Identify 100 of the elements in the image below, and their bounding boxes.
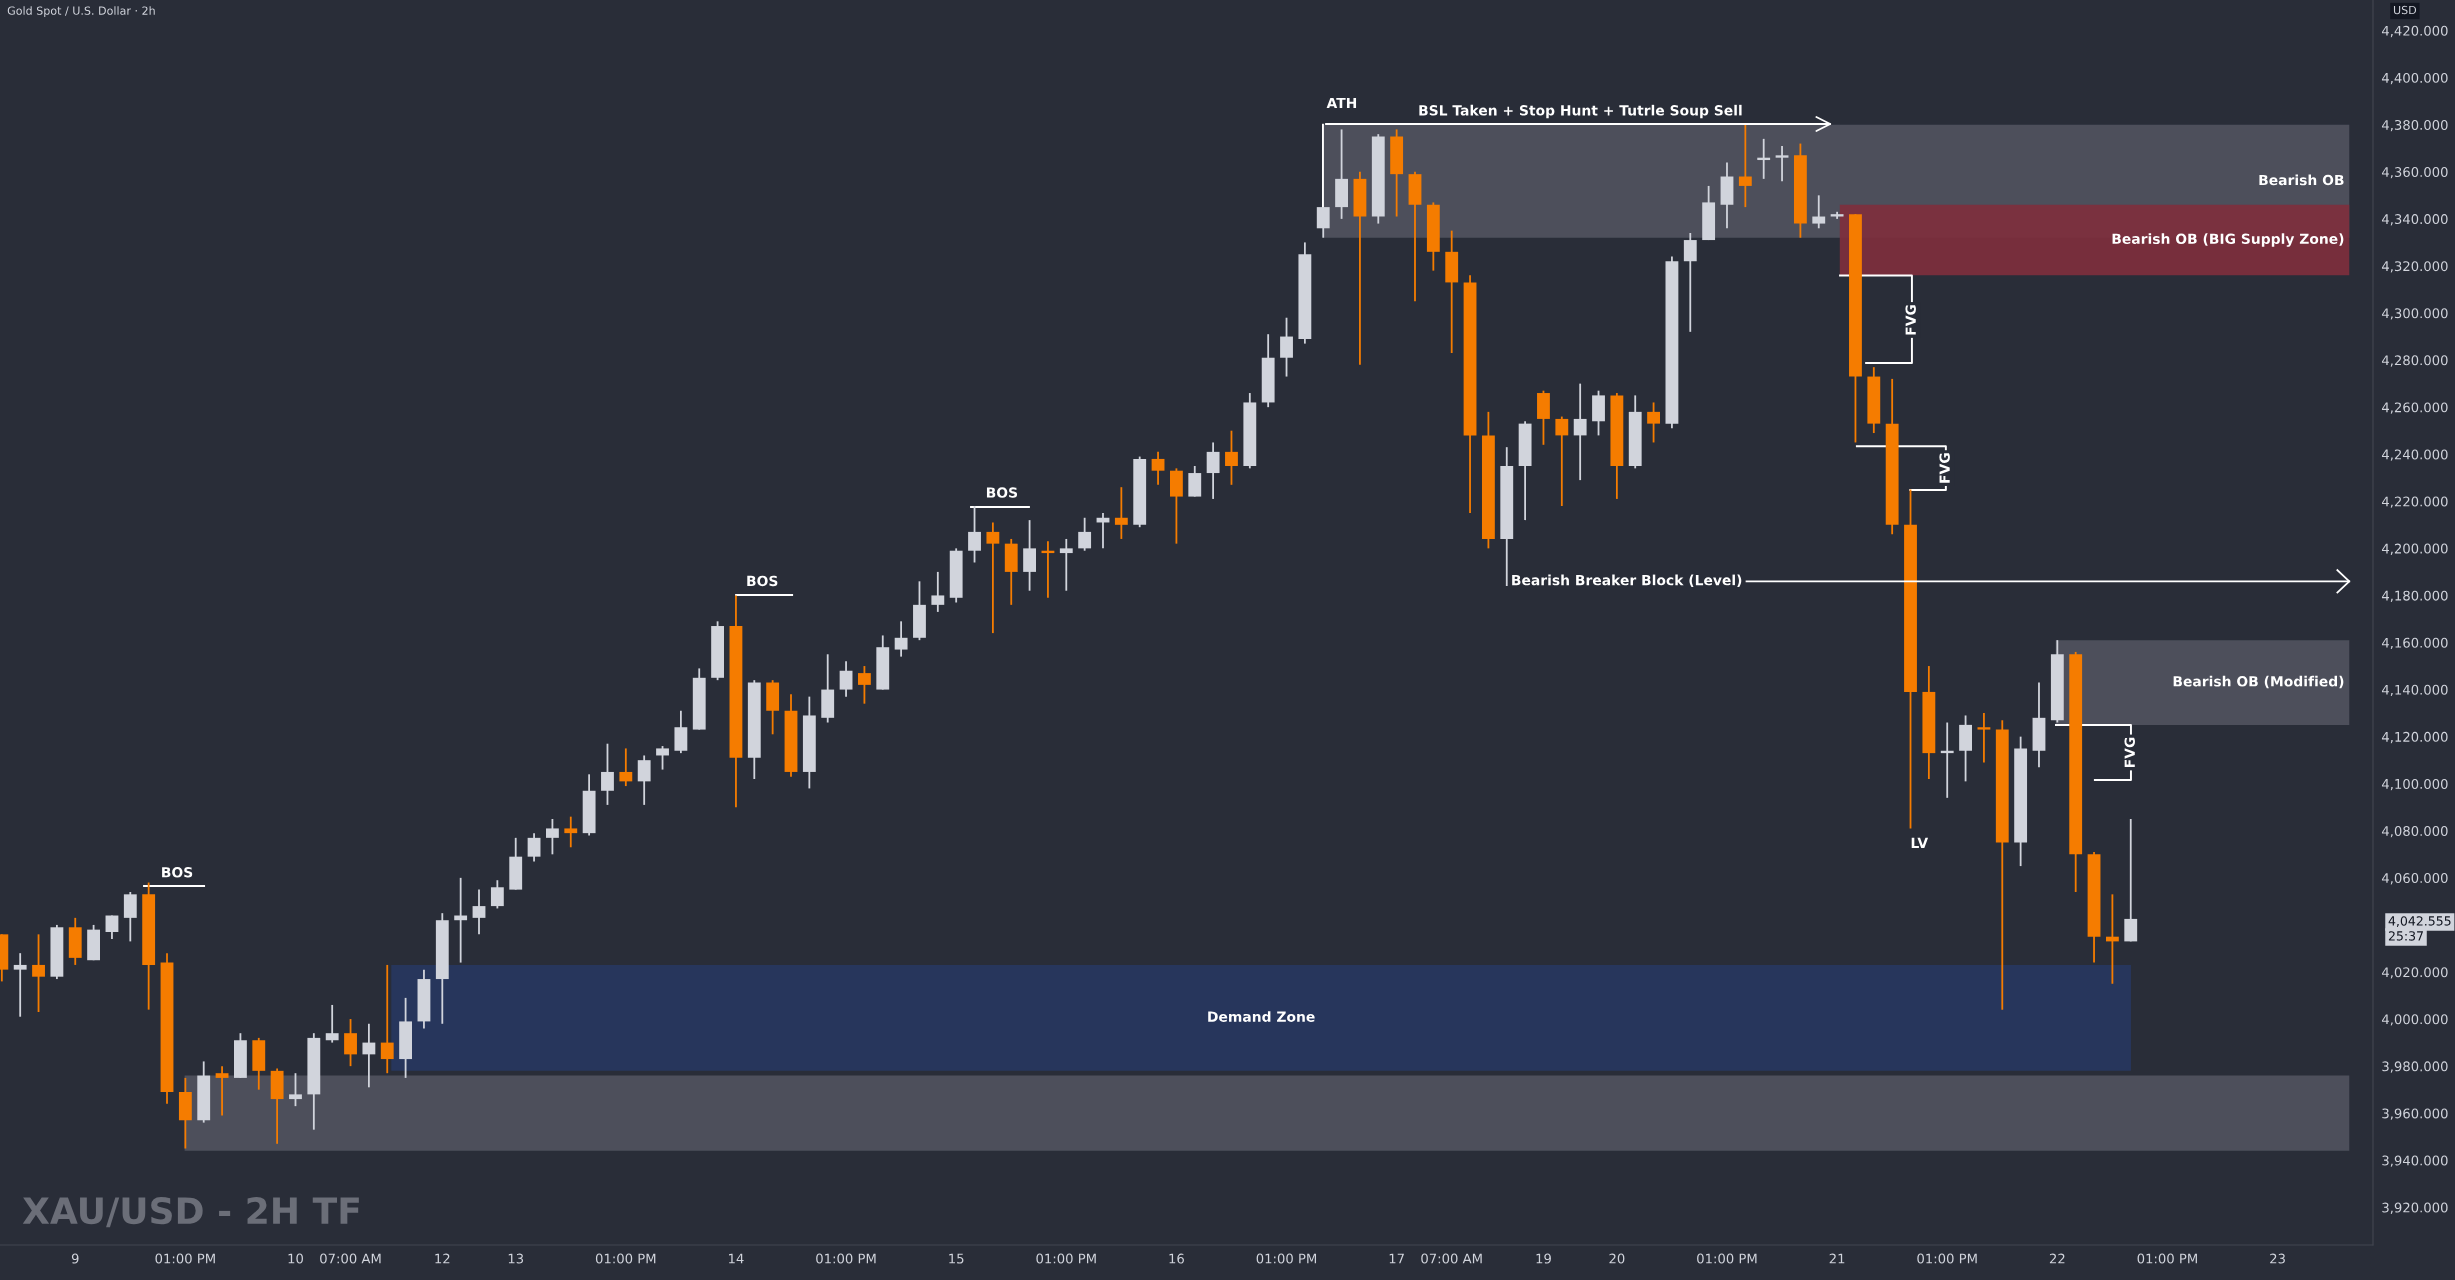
x-tick-label: 07:00 AM [1421, 1253, 1482, 1264]
candlestick [13, 952, 27, 1018]
x-tick-label: 22 [2049, 1253, 2065, 1264]
annotation: FVG [1939, 453, 1950, 483]
candlestick [1812, 194, 1826, 230]
y-tick-label: 3,940.000 [2382, 1155, 2448, 1167]
y-tick-label: 4,280.000 [2381, 355, 2448, 367]
annotation: FVG [1905, 305, 1916, 335]
candlestick [1738, 123, 1752, 209]
x-tick-label: 07:00 AM [320, 1253, 381, 1264]
annotation: LV [1911, 837, 1929, 848]
y-tick-label: 4,000.000 [2381, 1014, 2448, 1026]
y-tick-label: 4,420.000 [2381, 25, 2448, 38]
y-tick-label: 4,380.000 [2381, 119, 2448, 132]
candlestick [1647, 401, 1660, 444]
candlestick [325, 1004, 339, 1044]
x-tick-label: 01:00 PM [1917, 1253, 1977, 1264]
candlestick [32, 933, 45, 1013]
x-tick-label: 20 [1609, 1253, 1625, 1264]
candlestick [619, 747, 633, 787]
candlestick [215, 1065, 229, 1117]
candlestick [545, 818, 559, 856]
annotation: BSL Taken + Stop Hunt + Tutrle Soup Sell [1419, 104, 1742, 119]
candlestick [1114, 486, 1128, 540]
annotation: BOS [986, 487, 1018, 498]
candlestick [1573, 382, 1587, 482]
x-tick-label: 17 [1389, 1253, 1404, 1264]
y-tick-label: 4,080.000 [2381, 826, 2448, 838]
candlestick [637, 754, 651, 806]
y-tick-label: 4,180.000 [2381, 590, 2448, 602]
candlestick [1280, 316, 1293, 378]
band-label: Bearish OB (Modified) [2173, 675, 2344, 689]
candlestick [1683, 232, 1697, 333]
ref-line-label: Bearish Breaker Block (Level) [1512, 574, 1742, 587]
candlestick [1188, 465, 1202, 498]
candlestick [1225, 429, 1238, 486]
y-tick-label: 4,160.000 [2381, 637, 2448, 650]
x-tick-label: 10 [288, 1253, 303, 1264]
candlestick [1023, 519, 1037, 592]
candlestick [1775, 145, 1789, 183]
x-tick-label: 14 [729, 1253, 744, 1264]
x-tick-label: 16 [1169, 1253, 1184, 1264]
candlestick [490, 879, 504, 910]
y-tick-label: 3,980.000 [2382, 1061, 2448, 1073]
candlestick [123, 891, 137, 943]
candlestick [1555, 415, 1569, 507]
candlestick [564, 815, 578, 849]
x-tick-label: 01:00 PM [595, 1253, 656, 1264]
x-tick-label: 01:00 PM [1697, 1253, 1757, 1264]
x-tick-label: 19 [1536, 1253, 1551, 1264]
candlestick [674, 709, 688, 755]
x-tick-label: 12 [435, 1253, 450, 1264]
text: USD [2393, 5, 2417, 15]
band-label: Bearish OB [2259, 174, 2344, 186]
y-tick-label: 4,360.000 [2381, 167, 2448, 179]
x-tick-label: 01:00 PM [1036, 1253, 1096, 1264]
candlestick [527, 832, 541, 863]
x-tick-label: 01:00 PM [816, 1253, 876, 1264]
y-tick-label: 4,200.000 [2381, 543, 2448, 555]
y-tick-label: 3,960.000 [2382, 1108, 2448, 1120]
annotation: BOS [747, 575, 778, 587]
candlestick [380, 964, 394, 1075]
band-label: Demand Zone [1208, 1011, 1315, 1022]
x-tick-label: 15 [949, 1253, 964, 1264]
candlestick [656, 745, 669, 771]
candlestick [1059, 538, 1073, 592]
annotation: FVG [2124, 737, 2135, 768]
candlestick [2124, 818, 2138, 943]
candlestick [1151, 450, 1165, 486]
y-tick-label: 4,260.000 [2381, 402, 2448, 414]
x-tick-label: 9 [71, 1253, 79, 1264]
annotation: ATH [1326, 97, 1357, 109]
y-tick-label: 4,020.000 [2381, 967, 2448, 979]
candlestick [472, 888, 486, 936]
x-tick-label: 21 [1829, 1253, 1845, 1264]
candlestick [1206, 441, 1220, 500]
candlestick [1977, 712, 1991, 764]
candlestick [968, 505, 981, 564]
candlestick [362, 1022, 376, 1089]
candlestick [931, 570, 945, 613]
candlestick [839, 660, 853, 698]
y-tick-label: 4,240.000 [2381, 449, 2448, 461]
y-tick-label: 4,400.000 [2381, 72, 2448, 85]
candlestick [289, 1072, 302, 1108]
text: 4,042.555 [2388, 916, 2451, 927]
y-tick-label: 3,920.000 [2382, 1202, 2448, 1214]
y-tick-label: 4,300.000 [2381, 308, 2448, 320]
y-tick-label: 4,340.000 [2381, 214, 2448, 226]
candlestick [601, 742, 614, 806]
y-tick-label: 4,220.000 [2381, 496, 2448, 508]
y-tick-label: 4,320.000 [2381, 261, 2448, 273]
candlestick [857, 665, 871, 705]
x-tick-label: 01:00 PM [2137, 1253, 2197, 1264]
annotation: XAU/USD - 2H TF [22, 1197, 359, 1228]
y-tick-label: 4,100.000 [2381, 778, 2448, 791]
y-tick-label: 4,120.000 [2381, 731, 2448, 744]
x-tick-label: 01:00 PM [1256, 1253, 1317, 1264]
candlestick [894, 620, 908, 658]
candlestick [1078, 516, 1092, 552]
text: Gold Spot / U.S. Dollar · 2h [7, 6, 155, 17]
